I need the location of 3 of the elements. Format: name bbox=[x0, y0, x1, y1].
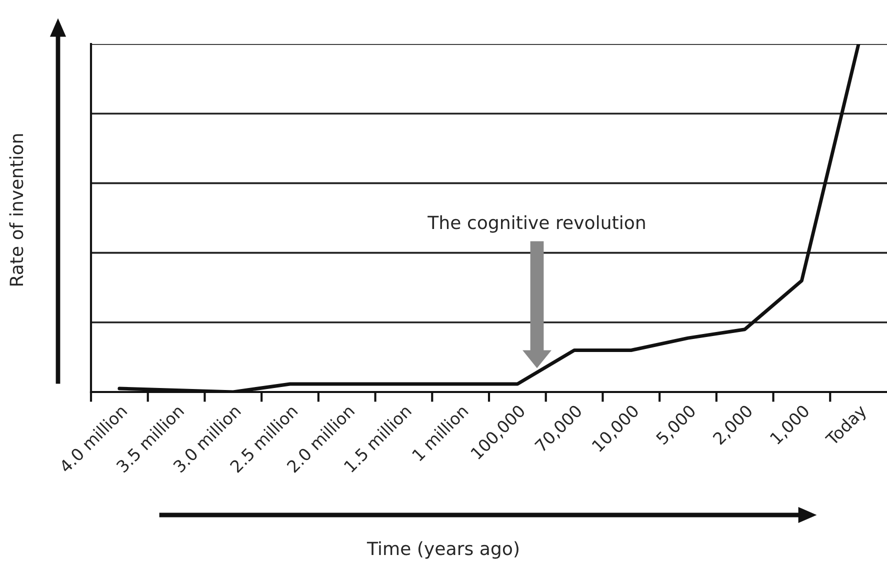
annotation: The cognitive revolution bbox=[428, 215, 645, 233]
x-axis-title: Time (years ago) bbox=[366, 541, 518, 559]
y-axis-title: Rate of invention bbox=[9, 134, 24, 286]
